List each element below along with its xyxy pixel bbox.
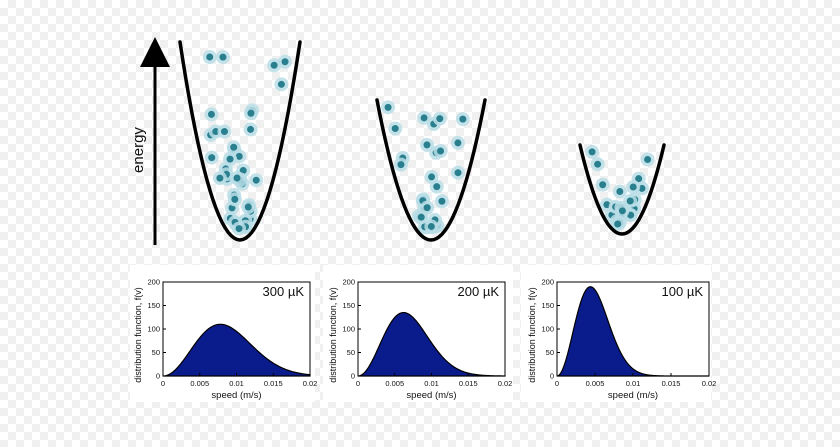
- atom: [432, 111, 447, 126]
- atom: [419, 137, 434, 152]
- y-tick-label: 50: [546, 348, 554, 357]
- atom: [388, 121, 403, 136]
- atom: [424, 219, 439, 234]
- trap-200uk: [375, 98, 487, 242]
- trap-potential-curve: [178, 40, 302, 242]
- temperature-label: 300 µK: [263, 284, 305, 299]
- y-tick-label: 100: [147, 325, 160, 334]
- atom: [243, 106, 258, 121]
- atom: [204, 150, 219, 165]
- y-tick-label: 150: [541, 301, 554, 310]
- atom: [217, 124, 232, 139]
- atom: [414, 210, 429, 225]
- y-tick-label: 0: [550, 372, 554, 381]
- atom: [424, 169, 439, 184]
- energy-axis-label: energy: [130, 127, 147, 173]
- atom: [451, 165, 466, 180]
- atom: [612, 184, 627, 199]
- atom: [595, 177, 610, 192]
- atom: [204, 107, 219, 122]
- distribution-area: [162, 323, 311, 377]
- x-tick-label: 0.015: [662, 379, 681, 388]
- atom: [249, 173, 264, 188]
- atom: [241, 200, 256, 215]
- y-tick-label: 150: [147, 301, 160, 310]
- trap-potential-curve: [578, 143, 666, 236]
- atom: [393, 157, 408, 172]
- atom: [274, 77, 289, 92]
- distribution-area: [357, 311, 506, 377]
- atom: [223, 152, 238, 167]
- atom: [278, 54, 293, 69]
- distribution-chart-300uk: 0 0.005 0.01 0.015 0.02 0 50 100 150 200 speed (m/…: [130, 265, 317, 402]
- y-axis-label: distribution function, f(v): [527, 287, 537, 383]
- atom: [232, 221, 247, 236]
- x-tick-label: 0: [161, 379, 165, 388]
- atom: [590, 157, 605, 172]
- x-tick-label: 0: [356, 379, 360, 388]
- y-axis-label: distribution function, f(v): [328, 287, 338, 383]
- y-tick-label: 100: [342, 325, 355, 334]
- atom: [626, 180, 641, 195]
- atom: [615, 203, 630, 218]
- x-tick-label: 0.01: [229, 379, 244, 388]
- atom: [455, 112, 470, 127]
- y-tick-label: 200: [342, 278, 355, 287]
- atom: [230, 171, 245, 186]
- y-tick-label: 50: [347, 348, 355, 357]
- x-axis-label: speed (m/s): [406, 390, 456, 401]
- x-tick-label: 0.005: [385, 379, 404, 388]
- atom: [450, 135, 465, 150]
- y-axis-label: distribution function, f(v): [133, 287, 143, 383]
- atom: [433, 144, 448, 159]
- atom: [243, 122, 258, 137]
- y-tick-label: 0: [351, 372, 355, 381]
- y-tick-label: 0: [156, 372, 160, 381]
- atom: [215, 50, 230, 65]
- distribution-chart-100uk: 0 0.005 0.01 0.015 0.02 0 50 100 150 200 speed (m/…: [521, 265, 716, 402]
- y-tick-label: 100: [541, 325, 554, 334]
- trap-100uk: [578, 143, 666, 236]
- atom: [585, 144, 600, 159]
- y-tick-label: 200: [541, 278, 554, 287]
- y-tick-label: 200: [147, 278, 160, 287]
- x-tick-label: 0.02: [303, 379, 318, 388]
- atom: [212, 171, 227, 186]
- y-tick-label: 50: [152, 348, 160, 357]
- atom: [381, 100, 396, 115]
- atom: [640, 152, 655, 167]
- atom: [226, 140, 241, 155]
- x-axis-label: speed (m/s): [608, 390, 658, 401]
- atom: [623, 194, 638, 209]
- x-tick-label: 0.005: [190, 379, 209, 388]
- atom: [434, 194, 449, 209]
- x-tick-label: 0.02: [498, 379, 513, 388]
- atom: [202, 50, 217, 65]
- distribution-chart-200uk: 0 0.005 0.01 0.015 0.02 0 50 100 150 200 speed (m/…: [323, 265, 513, 402]
- x-tick-label: 0.02: [702, 379, 717, 388]
- temperature-label: 200 µK: [458, 284, 500, 299]
- x-tick-label: 0.005: [586, 379, 605, 388]
- x-tick-label: 0.01: [424, 379, 439, 388]
- atom: [267, 58, 282, 73]
- x-tick-label: 0.015: [264, 379, 283, 388]
- x-tick-label: 0.01: [626, 379, 641, 388]
- temperature-label: 100 µK: [662, 284, 704, 299]
- trap-300uk: [178, 40, 302, 242]
- y-tick-label: 150: [342, 301, 355, 310]
- atom: [227, 192, 242, 207]
- x-tick-label: 0.015: [459, 379, 478, 388]
- atom: [610, 216, 625, 231]
- x-tick-label: 0: [555, 379, 559, 388]
- x-axis-label: speed (m/s): [211, 390, 261, 401]
- atom: [417, 110, 432, 125]
- chart-panel-background: [521, 265, 711, 402]
- trap-potential-curve: [375, 98, 487, 242]
